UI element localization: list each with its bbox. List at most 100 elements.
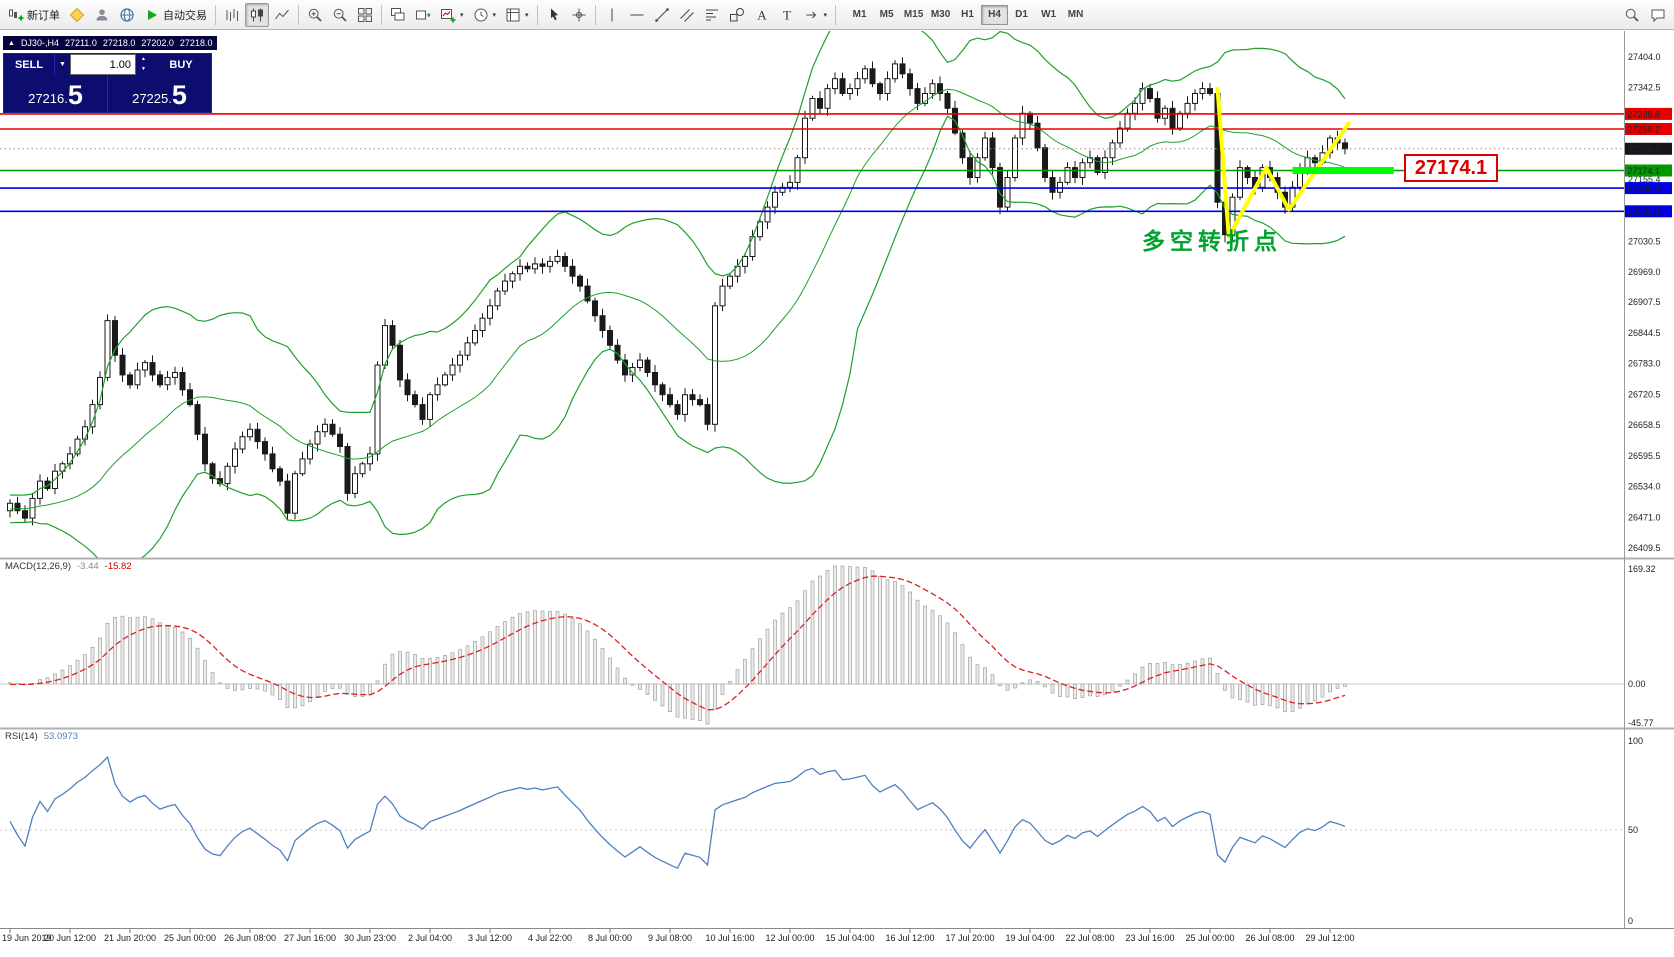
price-tick-label: 26720.5 [1628, 390, 1661, 400]
volume-down-button[interactable]: ▼ [136, 64, 151, 75]
timeframe-h4-button[interactable]: H4 [981, 4, 1009, 25]
collapse-trade-panel-icon[interactable]: ▲ [8, 39, 15, 47]
experts-button[interactable] [90, 3, 114, 27]
line-chart-icon [274, 7, 290, 23]
template-icon [505, 7, 521, 23]
macd-signal-value: -15.82 [104, 561, 132, 572]
high-value: 27218.0 [102, 38, 136, 48]
channel-tool-button[interactable] [675, 3, 699, 27]
highlight-bar[interactable] [1292, 167, 1394, 174]
horizontal-level-lines[interactable] [0, 113, 1624, 213]
tile-windows-button[interactable] [353, 3, 377, 27]
buy-price[interactable]: 27225. 5 [107, 75, 211, 112]
time-tick-label: 26 Jun 08:00 [224, 933, 276, 943]
rsi-value: 53.0973 [43, 731, 79, 742]
cursor-button[interactable] [542, 3, 566, 27]
timeframe-w1-button[interactable]: W1 [1035, 5, 1062, 25]
zigzag-annotation[interactable] [1215, 86, 1351, 239]
market-button[interactable] [115, 3, 139, 27]
toolbar-separator [594, 4, 596, 25]
price-axis[interactable]: 27404.0 27342.5 27155.4 27030.5 26969.0 26907… [1625, 52, 1672, 553]
templates-button[interactable]: ▾ [501, 3, 533, 27]
time-tick-label: 16 Jul 12:00 [885, 933, 934, 943]
metaeditor-icon [69, 7, 85, 23]
vertical-line-tool-button[interactable] [600, 3, 624, 27]
trendline-icon [654, 7, 669, 22]
trendline-tool-button[interactable] [650, 3, 674, 27]
shapes-icon [729, 7, 745, 23]
order-type-dropdown[interactable]: ▼ [54, 54, 70, 75]
cascade-windows-button[interactable] [386, 3, 410, 27]
search-button[interactable] [1620, 3, 1644, 27]
timeframe-m5-button[interactable]: M5 [873, 5, 900, 25]
time-tick-label: 12 Jul 00:00 [765, 933, 814, 943]
price-badge: 27091.4 [1625, 205, 1672, 218]
time-tick-label: 19 Jun 2019 [2, 933, 52, 943]
chart-line-button[interactable] [270, 3, 294, 27]
text-tool-button[interactable]: A [750, 3, 774, 27]
timeframe-m15-button[interactable]: M15 [900, 5, 927, 25]
new-chart-button[interactable]: ▾ [436, 3, 468, 27]
trade-panel-controls: SELL ▼ ▲ ▼ BUY [4, 54, 211, 75]
zoom-out-button[interactable] [328, 3, 352, 27]
timeframe-toolbar: M1 M5 M15 M30 H1 H4 D1 W1 MN [846, 4, 1089, 25]
rsi-panel[interactable]: 100 50 0 [0, 736, 1643, 926]
chart-bars-button[interactable] [220, 3, 244, 27]
shift-chart-button[interactable] [411, 3, 435, 27]
price-badge: 27218.0 [1625, 142, 1672, 155]
toolbar-separator [381, 4, 382, 25]
fibonacci-tool-button[interactable] [700, 3, 724, 27]
auto-trading-play-icon [148, 9, 157, 20]
price-badge: 27174.1 [1625, 164, 1672, 177]
low-value: 27202.0 [141, 38, 174, 48]
macd-panel[interactable]: 169.32 0.00 -45.77 [0, 564, 1656, 728]
svg-text:27288.8: 27288.8 [1628, 109, 1661, 119]
sell-button[interactable]: SELL [4, 54, 54, 75]
zoom-in-button[interactable] [303, 3, 327, 27]
rsi-axis-max: 100 [1628, 736, 1643, 746]
svg-text:27218.0: 27218.0 [1628, 144, 1661, 154]
account-button[interactable] [1646, 3, 1670, 27]
volume-stepper: ▲ ▼ [136, 54, 151, 75]
macd-name: MACD(12,26,9) [5, 561, 71, 572]
volume-up-button[interactable]: ▲ [136, 54, 151, 65]
chat-icon [1650, 7, 1666, 23]
timeframe-mn-button[interactable]: MN [1062, 5, 1089, 25]
svg-text:A: A [757, 7, 767, 22]
chart-candles-button[interactable] [245, 2, 269, 27]
buy-price-pips: 5 [171, 80, 187, 110]
auto-trading-button[interactable]: 自动交易 [140, 3, 211, 27]
search-icon [1624, 7, 1640, 23]
new-order-icon [8, 7, 24, 23]
sell-price[interactable]: 27216. 5 [4, 75, 107, 112]
crosshair-button[interactable] [567, 3, 591, 27]
new-chart-icon [440, 7, 456, 23]
one-click-trade-panel: SELL ▼ ▲ ▼ BUY 27216. 5 27225. 5 [3, 53, 212, 113]
timeframe-m1-button[interactable]: M1 [846, 5, 873, 25]
buy-button[interactable]: BUY [151, 54, 211, 75]
price-callout-box[interactable]: 27174.1 [1404, 154, 1498, 182]
timeframe-d1-button[interactable]: D1 [1008, 5, 1035, 25]
shapes-tool-button[interactable] [725, 3, 749, 27]
timeframe-h1-button[interactable]: H1 [954, 5, 981, 25]
arrows-tool-button[interactable]: ▾ [800, 3, 832, 27]
time-tick-label: 25 Jun 00:00 [164, 933, 216, 943]
time-tick-label: 22 Jul 08:00 [1065, 933, 1114, 943]
clock-icon [473, 7, 489, 23]
horizontal-line-tool-button[interactable] [625, 3, 649, 27]
metaeditor-button[interactable] [65, 3, 89, 27]
zoom-in-icon [307, 7, 323, 23]
chevron-down-icon: ▾ [492, 11, 497, 19]
new-order-button[interactable]: 新订单 [4, 3, 64, 27]
timeframe-m30-button[interactable]: M30 [927, 5, 954, 25]
panel-separators[interactable] [0, 31, 1674, 929]
price-tick-label: 26534.0 [1628, 482, 1661, 492]
buy-price-main: 27225. [132, 91, 172, 106]
label-tool-button[interactable]: T [775, 3, 799, 27]
turning-point-label[interactable]: 多空转折点 [1142, 228, 1282, 254]
main-price-panel[interactable] [0, 14, 1624, 576]
periods-button[interactable]: ▾ [469, 3, 501, 27]
volume-input[interactable] [70, 54, 136, 75]
